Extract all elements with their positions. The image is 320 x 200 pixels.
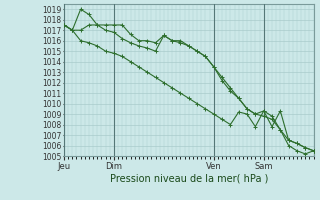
X-axis label: Pression niveau de la mer( hPa ): Pression niveau de la mer( hPa ) (110, 173, 268, 183)
